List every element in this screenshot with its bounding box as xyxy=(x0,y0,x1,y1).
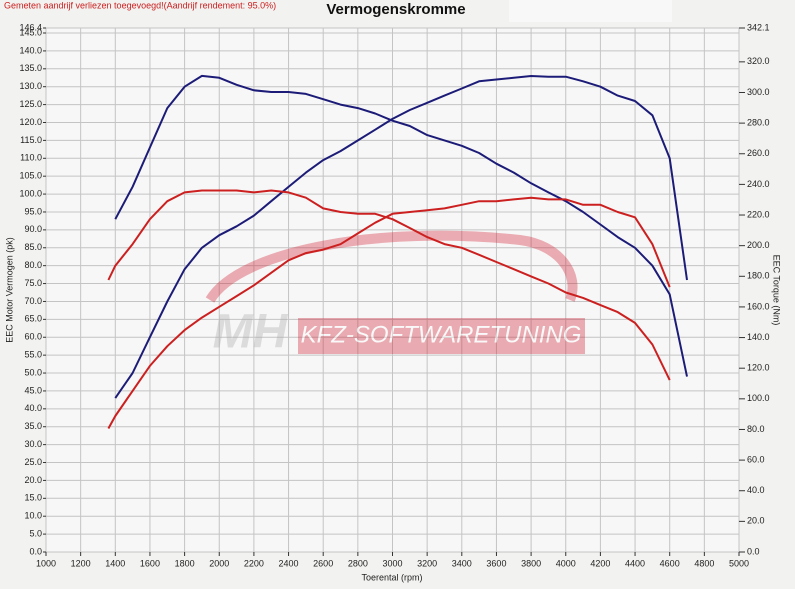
title-panel xyxy=(509,0,672,22)
y-tick-label: 5.0 xyxy=(29,528,42,538)
y-tick-label: 110.0 xyxy=(20,153,42,163)
y2-tick-label: 220.0 xyxy=(747,209,770,219)
y-tick-label: 130.0 xyxy=(19,81,42,91)
y2-tick-label: 342.1 xyxy=(747,22,770,32)
x-tick-label: 1200 xyxy=(71,558,91,568)
y-tick-label: 90.0 xyxy=(24,224,42,234)
series-line xyxy=(114,74,688,377)
y-tick-label: 50.0 xyxy=(24,367,42,377)
watermark-car xyxy=(205,230,578,303)
x-tick-label: 1000 xyxy=(36,558,56,568)
y2-tick-label: 80.0 xyxy=(747,424,765,434)
x-tick-label: 5000 xyxy=(729,558,749,568)
series-line xyxy=(107,189,671,381)
x-tick-label: 1600 xyxy=(140,558,160,568)
y2-tick-label: 320.0 xyxy=(747,56,770,66)
y-tick-label: 80.0 xyxy=(24,260,42,270)
y-tick-label: 140.0 xyxy=(19,45,42,55)
x-tick-label: 4800 xyxy=(694,558,714,568)
y2-tick-label: 200.0 xyxy=(747,240,770,250)
x-tick-label: 3000 xyxy=(382,558,402,568)
x-tick-label: 1800 xyxy=(175,558,195,568)
y-tick-label: 70.0 xyxy=(24,296,42,306)
x-tick-label: 3600 xyxy=(486,558,506,568)
y-tick-label: 60.0 xyxy=(24,332,42,342)
x-tick-label: 3200 xyxy=(417,558,437,568)
y-tick-label: 95.0 xyxy=(24,206,42,216)
y-tick-label: 125.0 xyxy=(19,99,42,109)
y2-tick-label: 260.0 xyxy=(747,148,770,158)
y-tick-label: 145.0 xyxy=(19,27,42,37)
y-tick-label: 146.4 xyxy=(19,22,42,32)
x-axis-label: Toerental (rpm) xyxy=(361,572,422,582)
watermark-box xyxy=(298,318,585,354)
y-tick-label: 65.0 xyxy=(24,314,42,324)
x-tick-label: 2800 xyxy=(348,558,368,568)
x-tick-label: 4600 xyxy=(660,558,680,568)
x-tick-label: 4400 xyxy=(625,558,645,568)
y2-tick-label: 100.0 xyxy=(747,393,770,403)
x-tick-label: 3800 xyxy=(521,558,541,568)
y-tick-label: 45.0 xyxy=(24,385,42,395)
y-tick-label: 15.0 xyxy=(24,493,42,503)
chart-title: Vermogenskromme xyxy=(326,1,465,18)
y-tick-label: 115.0 xyxy=(20,135,42,145)
y-tick-label: 120.0 xyxy=(19,117,42,127)
y-tick-label: 75.0 xyxy=(24,278,42,288)
y-tick-label: 135.0 xyxy=(19,63,42,73)
series-line xyxy=(107,196,671,429)
y2-tick-label: 180.0 xyxy=(747,271,770,281)
y2-tick-label: 40.0 xyxy=(747,485,765,495)
x-tick-label: 4200 xyxy=(590,558,610,568)
y2-tick-label: 300.0 xyxy=(747,87,770,97)
y2-axis-label: EEC Torque (Nm) xyxy=(772,255,782,326)
watermark: MH KFZ-SOFTWARETUNING xyxy=(205,230,585,359)
y-tick-label: 20.0 xyxy=(24,475,42,485)
y-tick-label: 0.0 xyxy=(29,546,42,556)
y-tick-label: 30.0 xyxy=(24,439,42,449)
note: Gemeten aandrijf verliezen toegevoegd!(A… xyxy=(4,0,276,10)
x-tick-label: 1400 xyxy=(105,558,125,568)
y-axis-label: EEC Motor Vermogen (pk) xyxy=(4,237,14,343)
x-tick-label: 2600 xyxy=(313,558,333,568)
y2-tick-label: 60.0 xyxy=(747,454,765,464)
y-tick-label: 25.0 xyxy=(24,457,42,467)
x-tick-label: 4000 xyxy=(556,558,576,568)
watermark-logo: MH xyxy=(213,306,289,359)
x-tick-label: 3400 xyxy=(452,558,472,568)
y2-tick-label: 20.0 xyxy=(747,516,765,526)
x-tick-label: 2400 xyxy=(279,558,299,568)
x-tick-label: 2000 xyxy=(209,558,229,568)
y-tick-label: 35.0 xyxy=(24,421,42,431)
y-tick-label: 40.0 xyxy=(24,403,42,413)
y-tick-label: 105.0 xyxy=(19,171,42,181)
y2-tick-label: 140.0 xyxy=(747,332,770,342)
y-tick-label: 100.0 xyxy=(19,188,42,198)
y-tick-label: 10.0 xyxy=(24,511,42,521)
watermark-text: KFZ-SOFTWARETUNING xyxy=(301,321,582,348)
y2-tick-label: 240.0 xyxy=(747,179,770,189)
series-line xyxy=(114,75,688,399)
x-tick-label: 2200 xyxy=(244,558,264,568)
y-tick-label: 55.0 xyxy=(24,350,42,360)
y2-tick-label: 120.0 xyxy=(747,363,770,373)
y2-tick-label: 160.0 xyxy=(747,301,770,311)
y-tick-label: 85.0 xyxy=(24,242,42,252)
y2-tick-label: 280.0 xyxy=(747,117,770,127)
y2-tick-label: 0.0 xyxy=(747,546,760,556)
